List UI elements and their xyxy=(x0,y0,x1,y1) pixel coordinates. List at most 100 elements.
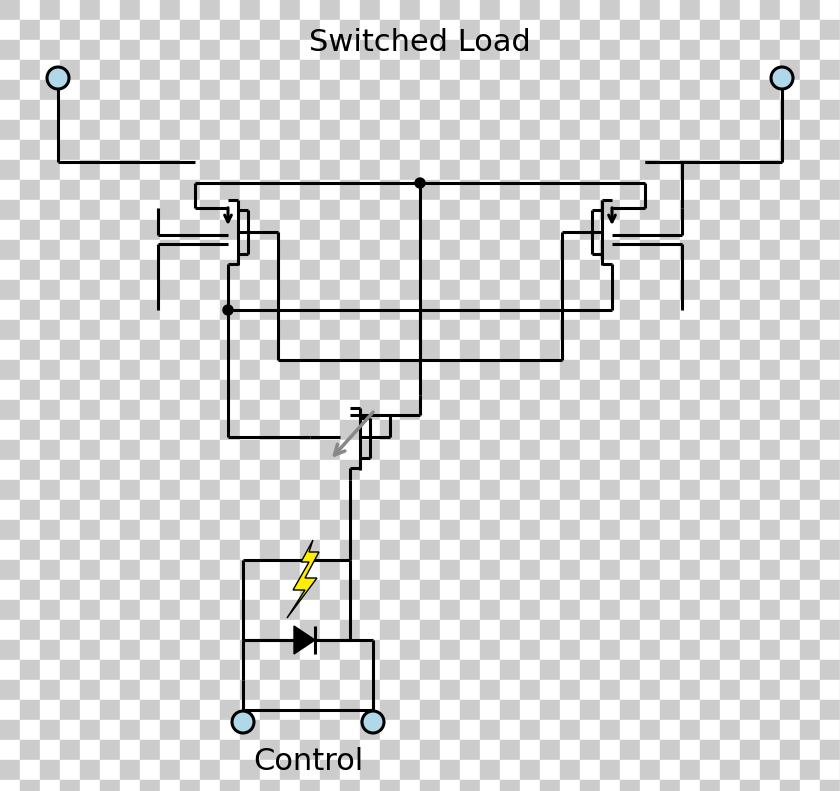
Bar xyxy=(420,200,440,220)
Bar xyxy=(640,600,660,620)
Bar xyxy=(680,120,700,140)
Bar xyxy=(180,80,200,100)
Bar xyxy=(380,380,400,400)
Bar xyxy=(60,20,80,40)
Bar xyxy=(300,60,320,80)
Bar xyxy=(420,340,440,360)
Bar xyxy=(720,500,740,520)
Bar xyxy=(520,720,540,740)
Bar xyxy=(660,520,680,540)
Bar xyxy=(620,680,640,700)
Bar xyxy=(520,0,540,20)
Bar xyxy=(220,480,240,500)
Bar xyxy=(180,320,200,340)
Bar xyxy=(120,20,140,40)
Bar xyxy=(420,680,440,700)
Bar xyxy=(120,740,140,760)
Bar xyxy=(780,320,800,340)
Bar xyxy=(780,280,800,300)
Bar xyxy=(240,540,260,560)
Bar xyxy=(620,460,640,480)
Bar xyxy=(520,60,540,80)
Bar xyxy=(80,320,100,340)
Bar xyxy=(180,400,200,420)
Bar xyxy=(200,340,220,360)
Bar xyxy=(380,480,400,500)
Bar xyxy=(0,380,20,400)
Bar xyxy=(240,580,260,600)
Bar xyxy=(300,780,320,791)
Bar xyxy=(340,0,360,20)
Bar xyxy=(760,520,780,540)
Bar xyxy=(220,120,240,140)
Bar xyxy=(680,200,700,220)
Bar xyxy=(580,700,600,720)
Bar xyxy=(420,140,440,160)
Bar xyxy=(780,540,800,560)
Bar xyxy=(560,320,580,340)
Bar xyxy=(340,700,360,720)
Bar xyxy=(0,120,20,140)
Bar xyxy=(740,300,760,320)
Bar xyxy=(540,540,560,560)
Bar xyxy=(260,720,280,740)
Bar xyxy=(20,300,40,320)
Bar xyxy=(320,80,340,100)
Bar xyxy=(360,260,380,280)
Bar xyxy=(180,40,200,60)
Bar xyxy=(20,440,40,460)
Bar xyxy=(500,260,520,280)
Bar xyxy=(680,400,700,420)
Bar xyxy=(720,160,740,180)
Bar xyxy=(660,120,680,140)
Bar xyxy=(640,220,660,240)
Bar xyxy=(580,540,600,560)
Bar xyxy=(380,520,400,540)
Bar xyxy=(720,600,740,620)
Bar xyxy=(220,360,240,380)
Bar xyxy=(500,580,520,600)
Bar xyxy=(800,280,820,300)
Bar xyxy=(180,720,200,740)
Bar xyxy=(520,320,540,340)
Bar xyxy=(220,740,240,760)
Bar xyxy=(780,160,800,180)
Bar xyxy=(740,480,760,500)
Bar xyxy=(280,200,300,220)
Bar xyxy=(0,140,20,160)
Bar xyxy=(480,300,500,320)
Bar xyxy=(320,500,340,520)
Bar xyxy=(460,260,480,280)
Bar xyxy=(360,0,380,20)
Bar xyxy=(100,700,120,720)
Text: Switched Load: Switched Load xyxy=(309,28,531,56)
Bar xyxy=(780,120,800,140)
Bar xyxy=(160,540,180,560)
Bar xyxy=(540,120,560,140)
Bar xyxy=(0,0,20,20)
Bar xyxy=(740,380,760,400)
Bar xyxy=(240,720,260,740)
Bar xyxy=(360,440,380,460)
Bar xyxy=(40,40,60,60)
Bar xyxy=(820,280,840,300)
Bar xyxy=(340,340,360,360)
Bar xyxy=(760,100,780,120)
Bar xyxy=(360,380,380,400)
Bar xyxy=(680,500,700,520)
Bar xyxy=(600,300,620,320)
Bar xyxy=(140,760,160,780)
Bar xyxy=(400,420,420,440)
Bar xyxy=(660,700,680,720)
Bar xyxy=(500,660,520,680)
Bar xyxy=(580,440,600,460)
Bar xyxy=(800,220,820,240)
Bar xyxy=(640,620,660,640)
Bar xyxy=(0,540,20,560)
Bar xyxy=(200,420,220,440)
Bar xyxy=(600,200,620,220)
Bar xyxy=(660,580,680,600)
Bar xyxy=(180,740,200,760)
Bar xyxy=(360,460,380,480)
Bar xyxy=(0,560,20,580)
